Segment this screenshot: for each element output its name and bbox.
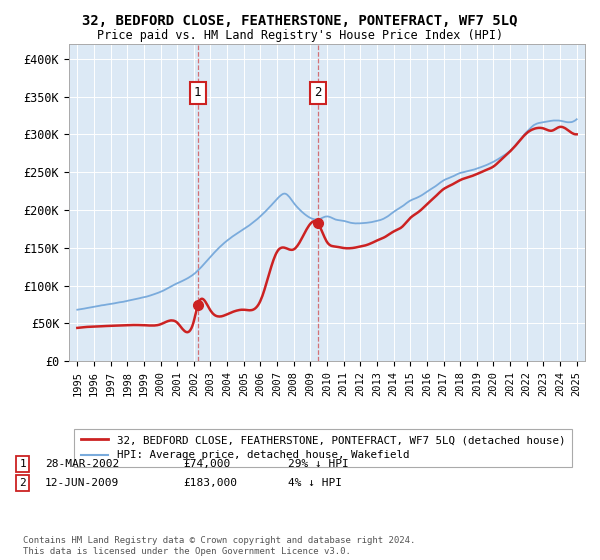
Text: 29% ↓ HPI: 29% ↓ HPI [288, 459, 349, 469]
Text: Price paid vs. HM Land Registry's House Price Index (HPI): Price paid vs. HM Land Registry's House … [97, 29, 503, 42]
Text: 1: 1 [19, 459, 26, 469]
Text: £183,000: £183,000 [183, 478, 237, 488]
Text: 32, BEDFORD CLOSE, FEATHERSTONE, PONTEFRACT, WF7 5LQ: 32, BEDFORD CLOSE, FEATHERSTONE, PONTEFR… [82, 14, 518, 28]
Text: 28-MAR-2002: 28-MAR-2002 [45, 459, 119, 469]
Legend: 32, BEDFORD CLOSE, FEATHERSTONE, PONTEFRACT, WF7 5LQ (detached house), HPI: Aver: 32, BEDFORD CLOSE, FEATHERSTONE, PONTEFR… [74, 428, 572, 467]
Text: 12-JUN-2009: 12-JUN-2009 [45, 478, 119, 488]
Text: £74,000: £74,000 [183, 459, 230, 469]
Text: 4% ↓ HPI: 4% ↓ HPI [288, 478, 342, 488]
Text: Contains HM Land Registry data © Crown copyright and database right 2024.
This d: Contains HM Land Registry data © Crown c… [23, 536, 415, 556]
Text: 1: 1 [194, 86, 202, 99]
Text: 2: 2 [314, 86, 322, 99]
Text: 2: 2 [19, 478, 26, 488]
